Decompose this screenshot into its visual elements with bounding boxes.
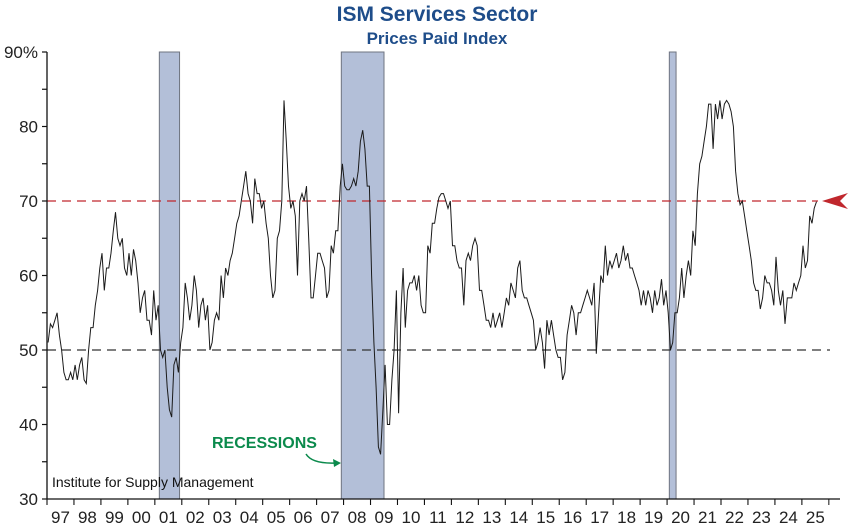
recessions-arrowhead-icon [333,459,341,467]
recession-bar [158,51,181,500]
x-tick-label: 07 [321,508,340,527]
y-tick-label: 80 [19,118,38,137]
x-tick-label: 24 [779,508,798,527]
x-tick-label: 21 [698,508,717,527]
axes: 30 40 50 60 70 80 90% 97 98 99 00 01 02 03 04 05 06 07 08 0… [4,43,840,527]
x-tick-label: 12 [455,508,474,527]
recession-bars [158,51,677,500]
x-tick-label: 01 [159,508,178,527]
x-tick-label: 10 [401,508,420,527]
recession-bar [340,51,385,500]
y-tick-label: 50 [19,341,38,360]
x-tick-label: 20 [671,508,690,527]
x-tick-label: 16 [563,508,582,527]
x-tick-label: 00 [132,508,151,527]
x-tick-label: 25 [806,508,825,527]
reference-lines [47,193,848,351]
x-tick-label: 05 [267,508,286,527]
y-tick-label: 40 [19,416,38,435]
chart-title: ISM Services Sector [337,3,538,26]
x-tick-label: 97 [51,508,70,527]
y-tick-label: 30 [19,490,38,509]
x-tick-label: 18 [617,508,636,527]
x-tick-label: 14 [509,508,528,527]
x-tick-label: 08 [348,508,367,527]
source-label: Institute for Supply Management [52,474,254,490]
x-tick-label: 17 [590,508,609,527]
prices-paid-line [47,99,817,455]
x-tick-label: 11 [429,508,447,527]
y-tick-label: 60 [19,267,38,286]
x-tick-label: 13 [482,508,501,527]
x-tick-label: 23 [752,508,771,527]
x-tick-label: 09 [375,508,394,527]
x-tick-label: 98 [78,508,97,527]
y-tick-label: 70 [19,192,38,211]
x-tick-label: 22 [725,508,744,527]
x-tick-label: 19 [644,508,663,527]
recession-bar [668,51,677,500]
current-level-arrow-icon [822,193,848,209]
y-tick-label: 90% [4,43,38,62]
recessions-arrow-icon [305,453,337,464]
recessions-annotation: RECESSIONS [212,435,317,452]
chart-subtitle: Prices Paid Index [367,29,508,48]
x-tick-label: 02 [186,508,205,527]
x-tick-label: 15 [536,508,555,527]
x-tick-label: 03 [213,508,232,527]
x-tick-label: 99 [105,508,124,527]
x-tick-label: 04 [240,508,259,527]
x-tick-label: 06 [294,508,313,527]
